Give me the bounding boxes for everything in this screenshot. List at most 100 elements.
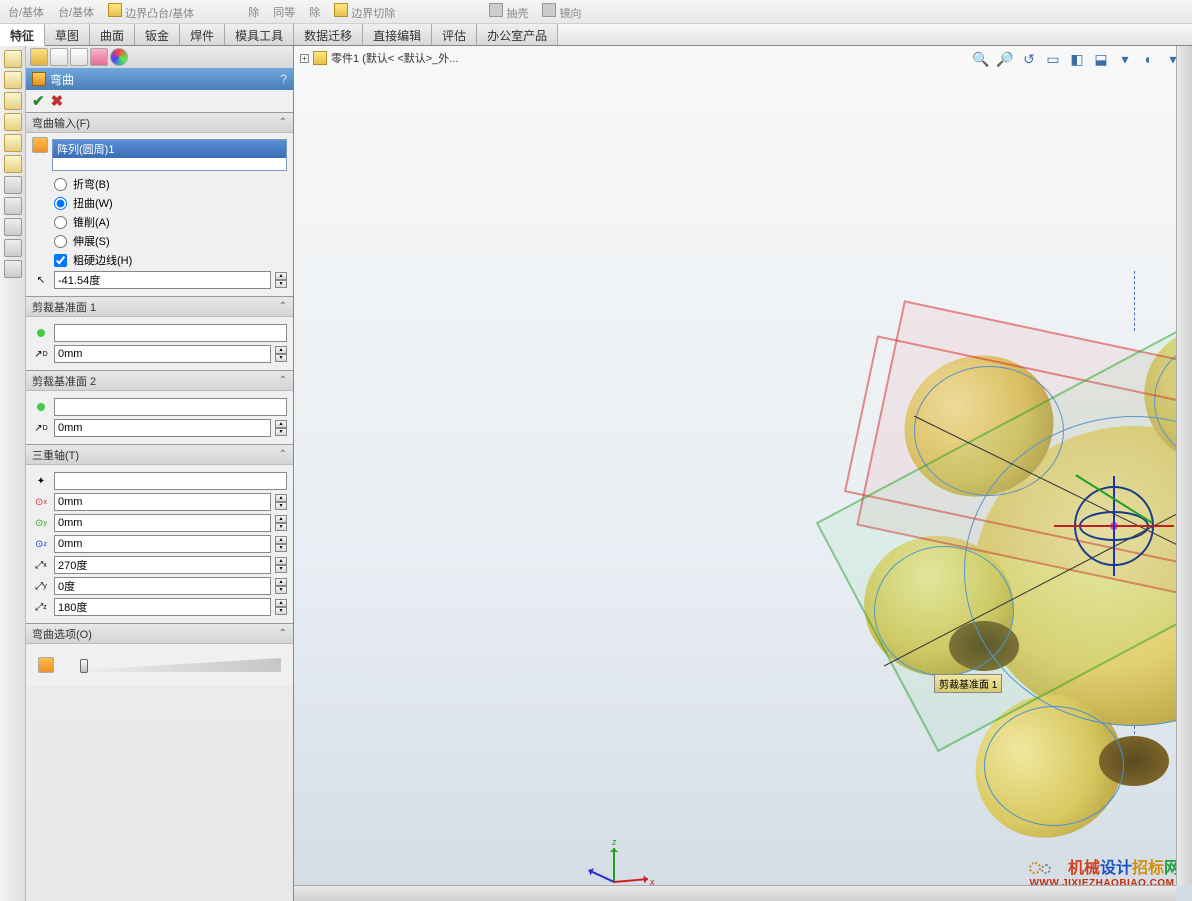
triad-x[interactable] (54, 493, 271, 511)
tab-sketch[interactable]: 草图 (45, 24, 90, 45)
cancel-button[interactable]: ✖ (51, 92, 64, 110)
v-scrollbar[interactable] (1176, 46, 1192, 885)
lt-8[interactable] (4, 197, 22, 215)
radio-twist[interactable] (54, 197, 67, 210)
slider-thumb[interactable] (80, 659, 88, 673)
lt-9[interactable] (4, 218, 22, 236)
tb-item[interactable]: 除 (248, 4, 259, 20)
triad-y[interactable] (54, 514, 271, 532)
display-icon[interactable]: ◧ (1068, 50, 1086, 68)
tab-features[interactable]: 特征 (0, 24, 45, 46)
triad-rx[interactable] (54, 556, 271, 574)
lt-1[interactable] (4, 50, 22, 68)
tb-item[interactable]: 边界切除 (351, 8, 395, 20)
expand-icon[interactable]: + (300, 54, 309, 63)
tab-sheetmetal[interactable]: 钣金 (135, 24, 180, 45)
view-orient-icon[interactable]: ⬓ (1092, 50, 1110, 68)
h-scrollbar[interactable] (294, 885, 1176, 901)
angle-input[interactable] (54, 271, 271, 289)
panel-title-text: 弯曲 (50, 71, 74, 88)
hide-show-icon[interactable]: ▾ (1116, 50, 1134, 68)
orientation-triad[interactable]: x z (614, 833, 664, 883)
tb-item[interactable]: 抽壳 (506, 8, 528, 20)
panel-tab-3-icon[interactable] (70, 48, 88, 66)
triad-rz[interactable] (54, 598, 271, 616)
boundary-cut-icon (334, 3, 348, 17)
zoom-fit-icon[interactable]: 🔍 (972, 50, 990, 68)
ok-button[interactable]: ✔ (32, 92, 45, 110)
section-trim1-header[interactable]: 剪裁基准面 1⌃ (26, 297, 293, 317)
appearance-icon[interactable]: ◐ (1140, 50, 1158, 68)
spin[interactable]: ▴▾ (275, 578, 287, 594)
rotate-icon[interactable]: ↺ (1020, 50, 1038, 68)
spin[interactable]: ▴▾ (275, 599, 287, 615)
tb-item[interactable]: 镜向 (559, 8, 581, 20)
tb-item[interactable]: 台/基体 (8, 4, 44, 20)
body-selection-box[interactable]: 阵列(圆周)1 (52, 139, 287, 171)
section-options-header[interactable]: 弯曲选项(O)⌃ (26, 624, 293, 644)
selected-body[interactable]: 阵列(圆周)1 (53, 140, 286, 158)
tab-surface[interactable]: 曲面 (90, 24, 135, 45)
tb-item[interactable]: 同等 (273, 4, 295, 20)
chevron-up-icon: ⌃ (279, 449, 287, 460)
angle-spinner[interactable]: ▴▾ (275, 272, 287, 288)
spin[interactable]: ▴▾ (275, 494, 287, 510)
shell-icon (489, 3, 503, 17)
radio-taper[interactable] (54, 216, 67, 229)
tab-directedit[interactable]: 直接编辑 (363, 24, 432, 45)
lt-4[interactable] (4, 113, 22, 131)
chevron-up-icon: ⌃ (279, 375, 287, 386)
section-icon[interactable]: ▭ (1044, 50, 1062, 68)
z-icon: ⊙z (32, 535, 50, 553)
tab-office[interactable]: 办公室产品 (477, 24, 558, 45)
lt-3[interactable] (4, 92, 22, 110)
trim1-dist[interactable] (54, 345, 271, 363)
trim1-select[interactable] (54, 324, 287, 342)
tb-item[interactable]: 边界凸台/基体 (125, 8, 194, 20)
section-input-header[interactable]: 弯曲输入(F)⌃ (26, 113, 293, 133)
viewport[interactable]: + 零件1 (默认< <默认>_外... 🔍 🔎 ↺ ▭ ◧ ⬓ ▾ ◐ ▾ (294, 46, 1192, 901)
rx-icon: ⤢x (32, 556, 50, 574)
spin[interactable]: ▴▾ (275, 515, 287, 531)
triad-select[interactable] (54, 472, 287, 490)
panel-tab-2-icon[interactable] (50, 48, 68, 66)
boundary-boss-icon (108, 3, 122, 17)
lt-5[interactable] (4, 134, 22, 152)
ribbon-tabs: 特征 草图 曲面 钣金 焊件 模具工具 数据迁移 直接编辑 评估 办公室产品 (0, 24, 1192, 46)
zoom-area-icon[interactable]: 🔎 (996, 50, 1014, 68)
lt-10[interactable] (4, 239, 22, 257)
triad-ry[interactable] (54, 577, 271, 595)
trim2-spinner[interactable]: ▴▾ (275, 420, 287, 436)
check-hardedges[interactable] (54, 254, 67, 267)
tb-item[interactable]: 除 (309, 4, 320, 20)
panel-tab-feature-icon[interactable] (30, 48, 48, 66)
section-triad-header[interactable]: 三重轴(T)⌃ (26, 445, 293, 465)
panel-tab-5-icon[interactable] (110, 48, 128, 66)
lt-7[interactable] (4, 176, 22, 194)
mirror-icon (542, 3, 556, 17)
triad-z[interactable] (54, 535, 271, 553)
quality-slider[interactable] (62, 656, 281, 674)
panel-tab-4-icon[interactable] (90, 48, 108, 66)
help-button[interactable]: ? (280, 72, 287, 86)
tab-migrate[interactable]: 数据迁移 (294, 24, 363, 45)
trim2-dist[interactable] (54, 419, 271, 437)
spin[interactable]: ▴▾ (275, 536, 287, 552)
tab-mold[interactable]: 模具工具 (225, 24, 294, 45)
section-trim2-header[interactable]: 剪裁基准面 2⌃ (26, 371, 293, 391)
trim1-spinner[interactable]: ▴▾ (275, 346, 287, 362)
radio-bend[interactable] (54, 178, 67, 191)
breadcrumb[interactable]: + 零件1 (默认< <默认>_外... (300, 50, 458, 66)
lt-2[interactable] (4, 71, 22, 89)
radio-stretch[interactable] (54, 235, 67, 248)
angle-icon: ↖ (32, 271, 50, 289)
spin[interactable]: ▴▾ (275, 557, 287, 573)
rz-icon: ⤢z (32, 598, 50, 616)
tab-weld[interactable]: 焊件 (180, 24, 225, 45)
tab-evaluate[interactable]: 评估 (432, 24, 477, 45)
tb-item[interactable]: 台/基体 (58, 4, 94, 20)
lt-11[interactable] (4, 260, 22, 278)
trim2-select[interactable] (54, 398, 287, 416)
lt-6[interactable] (4, 155, 22, 173)
radio-twist-label: 扭曲(W) (73, 195, 113, 211)
